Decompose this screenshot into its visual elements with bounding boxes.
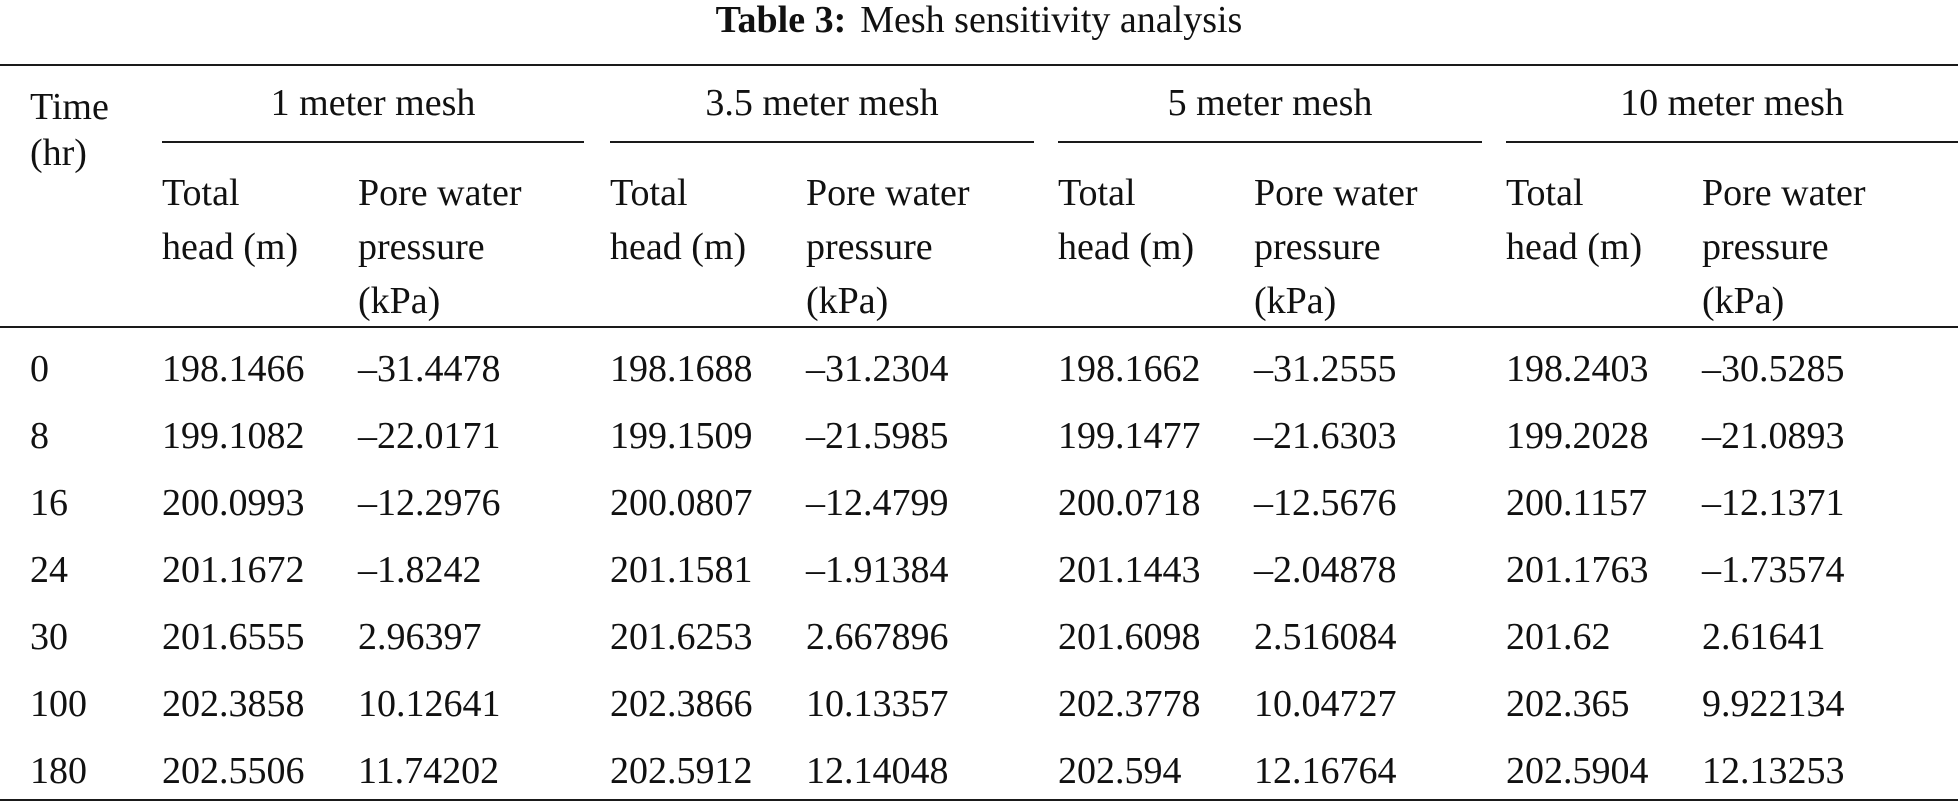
cell-pore-pressure: 2.516084 — [1254, 616, 1397, 658]
table-caption-text: Mesh sensitivity analysis — [860, 0, 1243, 41]
cell-pore-pressure: 9.922134 — [1702, 683, 1845, 725]
group-header-10m: 10 meter mesh — [1620, 82, 1844, 124]
cell-total-head: 198.2403 — [1506, 348, 1649, 390]
cell-pore-pressure: –12.1371 — [1702, 482, 1845, 524]
header-rule — [0, 326, 1958, 328]
cell-total-head: 201.1763 — [1506, 549, 1649, 591]
subheader-pore-pressure: Pore water pressure (kPa) — [358, 172, 522, 322]
cell-time: 8 — [30, 415, 49, 457]
cell-total-head: 200.1157 — [1506, 482, 1648, 524]
subheader-pore-pressure: Pore water pressure (kPa) — [1702, 172, 1866, 322]
cell-pore-pressure: –21.5985 — [806, 415, 949, 457]
cell-total-head: 201.6098 — [1058, 616, 1201, 658]
cell-total-head: 202.3866 — [610, 683, 753, 725]
cell-pore-pressure: –12.2976 — [358, 482, 501, 524]
cell-pore-pressure: 2.96397 — [358, 616, 482, 658]
cell-pore-pressure: –1.91384 — [806, 549, 949, 591]
cell-total-head: 202.365 — [1506, 683, 1630, 725]
group-header-3-5m: 3.5 meter mesh — [705, 82, 939, 124]
cell-total-head: 201.1672 — [162, 549, 305, 591]
cell-time: 100 — [30, 683, 87, 725]
cell-total-head: 201.62 — [1506, 616, 1611, 658]
cell-total-head: 201.6555 — [162, 616, 305, 658]
bottom-rule — [0, 799, 1958, 801]
cell-total-head: 199.2028 — [1506, 415, 1649, 457]
cell-pore-pressure: –12.4799 — [806, 482, 949, 524]
top-rule — [0, 64, 1958, 66]
group-header-5m: 5 meter mesh — [1167, 82, 1373, 124]
cell-total-head: 202.5912 — [610, 750, 753, 792]
cell-pore-pressure: –31.2304 — [806, 348, 949, 390]
cell-pore-pressure: 10.04727 — [1254, 683, 1397, 725]
cell-total-head: 198.1466 — [162, 348, 305, 390]
cell-total-head: 200.0718 — [1058, 482, 1201, 524]
cell-pore-pressure: –21.6303 — [1254, 415, 1397, 457]
subheader-total-head: Total head (m) — [162, 172, 299, 268]
cell-pore-pressure: 10.13357 — [806, 683, 949, 725]
table-caption-label: Table 3: — [715, 0, 847, 41]
subheader-pore-pressure: Pore water pressure (kPa) — [1254, 172, 1418, 322]
cell-pore-pressure: 12.14048 — [806, 750, 949, 792]
cell-total-head: 202.3778 — [1058, 683, 1201, 725]
group-rule-10m — [1506, 141, 1958, 143]
header-time: Time (hr) — [30, 86, 109, 174]
cell-time: 16 — [30, 482, 68, 524]
cell-pore-pressure: –1.8242 — [358, 549, 482, 591]
cell-total-head: 199.1082 — [162, 415, 305, 457]
group-rule-1m — [162, 141, 584, 143]
cell-total-head: 199.1477 — [1058, 415, 1201, 457]
cell-pore-pressure: 10.12641 — [358, 683, 501, 725]
cell-pore-pressure: 2.61641 — [1702, 616, 1826, 658]
cell-total-head: 202.594 — [1058, 750, 1182, 792]
subheader-total-head: Total head (m) — [610, 172, 747, 268]
cell-pore-pressure: 12.13253 — [1702, 750, 1845, 792]
cell-pore-pressure: 12.16764 — [1254, 750, 1397, 792]
cell-total-head: 202.5904 — [1506, 750, 1649, 792]
cell-total-head: 201.1443 — [1058, 549, 1201, 591]
cell-total-head: 200.0807 — [610, 482, 753, 524]
cell-total-head: 202.5506 — [162, 750, 305, 792]
cell-total-head: 200.0993 — [162, 482, 305, 524]
cell-pore-pressure: –30.5285 — [1702, 348, 1845, 390]
cell-pore-pressure: –1.73574 — [1702, 549, 1845, 591]
cell-pore-pressure: –31.2555 — [1254, 348, 1397, 390]
subheader-total-head: Total head (m) — [1058, 172, 1195, 268]
cell-total-head: 201.6253 — [610, 616, 753, 658]
group-header-1m: 1 meter mesh — [270, 82, 476, 124]
cell-pore-pressure: –31.4478 — [358, 348, 501, 390]
cell-time: 180 — [30, 750, 87, 792]
subheader-pore-pressure: Pore water pressure (kPa) — [806, 172, 970, 322]
cell-pore-pressure: 11.74202 — [358, 750, 500, 792]
cell-total-head: 198.1662 — [1058, 348, 1201, 390]
group-rule-5m — [1058, 141, 1482, 143]
cell-time: 0 — [30, 348, 49, 390]
cell-total-head: 199.1509 — [610, 415, 753, 457]
cell-pore-pressure: –2.04878 — [1254, 549, 1397, 591]
cell-time: 24 — [30, 549, 68, 591]
table-caption: Table 3: Mesh sensitivity analysis — [0, 0, 1958, 40]
cell-total-head: 201.1581 — [610, 549, 753, 591]
cell-total-head: 198.1688 — [610, 348, 753, 390]
group-rule-3-5m — [610, 141, 1034, 143]
cell-time: 30 — [30, 616, 68, 658]
cell-pore-pressure: 2.667896 — [806, 616, 949, 658]
cell-pore-pressure: –12.5676 — [1254, 482, 1397, 524]
cell-total-head: 202.3858 — [162, 683, 305, 725]
cell-pore-pressure: –21.0893 — [1702, 415, 1845, 457]
cell-pore-pressure: –22.0171 — [358, 415, 501, 457]
subheader-total-head: Total head (m) — [1506, 172, 1643, 268]
